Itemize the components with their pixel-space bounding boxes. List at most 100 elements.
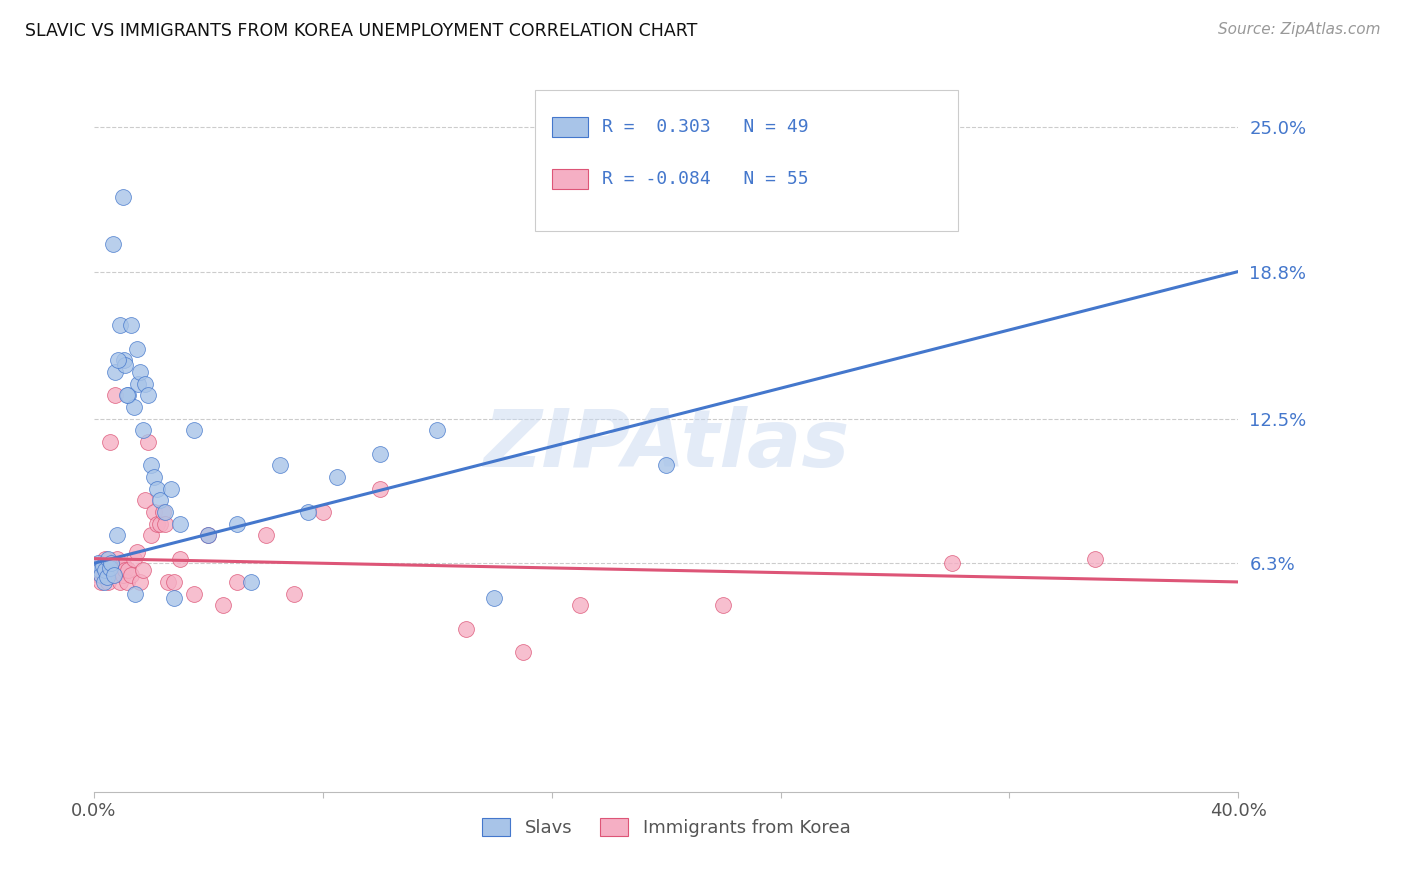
- Point: [112, 558, 135, 573]
- Point: [114, 563, 136, 577]
- Point: [98, 558, 121, 573]
- Text: R =  0.303   N = 49: R = 0.303 N = 49: [602, 118, 808, 136]
- Point: [101, 236, 124, 251]
- Point: [117, 563, 139, 577]
- Point: [111, 568, 134, 582]
- Point: [1084, 551, 1107, 566]
- Point: [131, 563, 153, 577]
- Point: [105, 551, 128, 566]
- Point: [426, 423, 449, 437]
- Point: [454, 622, 477, 636]
- Point: [127, 376, 149, 391]
- Point: [146, 516, 169, 531]
- Point: [97, 574, 120, 589]
- Point: [143, 505, 166, 519]
- Point: [134, 493, 156, 508]
- Point: [283, 586, 305, 600]
- Point: [111, 190, 134, 204]
- Point: [157, 574, 180, 589]
- Point: [100, 556, 122, 570]
- Point: [91, 558, 114, 573]
- Point: [152, 505, 174, 519]
- Point: [254, 528, 277, 542]
- Point: [163, 574, 186, 589]
- Point: [131, 423, 153, 437]
- Point: [93, 574, 115, 589]
- Point: [368, 446, 391, 460]
- FancyBboxPatch shape: [534, 90, 957, 230]
- Point: [197, 528, 219, 542]
- Point: [101, 568, 124, 582]
- Point: [90, 574, 112, 589]
- Point: [169, 516, 191, 531]
- Point: [297, 505, 319, 519]
- Point: [197, 528, 219, 542]
- Point: [114, 358, 136, 372]
- Point: [93, 568, 115, 582]
- Point: [128, 574, 150, 589]
- Point: [89, 558, 111, 573]
- Point: [269, 458, 291, 473]
- Point: [941, 556, 963, 570]
- Point: [103, 556, 125, 570]
- Point: [108, 318, 131, 333]
- Point: [104, 388, 127, 402]
- Point: [87, 568, 110, 582]
- Point: [155, 505, 177, 519]
- Point: [149, 516, 172, 531]
- Point: [90, 568, 112, 582]
- Point: [149, 493, 172, 508]
- Point: [160, 482, 183, 496]
- Point: [368, 482, 391, 496]
- Point: [115, 574, 138, 589]
- Point: [122, 551, 145, 566]
- Point: [711, 599, 734, 613]
- Point: [125, 342, 148, 356]
- Point: [98, 561, 121, 575]
- Point: [512, 645, 534, 659]
- Point: [98, 434, 121, 449]
- Point: [125, 544, 148, 558]
- Point: [312, 505, 335, 519]
- FancyBboxPatch shape: [551, 169, 588, 189]
- Point: [226, 574, 249, 589]
- Point: [134, 376, 156, 391]
- Point: [226, 516, 249, 531]
- Point: [569, 599, 592, 613]
- Legend: Slavs, Immigrants from Korea: Slavs, Immigrants from Korea: [474, 811, 858, 845]
- Point: [155, 516, 177, 531]
- Point: [105, 528, 128, 542]
- Point: [240, 574, 263, 589]
- Point: [104, 365, 127, 379]
- Text: R = -0.084   N = 55: R = -0.084 N = 55: [602, 170, 808, 188]
- Point: [112, 353, 135, 368]
- Point: [94, 563, 117, 577]
- Point: [94, 551, 117, 566]
- Point: [103, 568, 125, 582]
- Point: [128, 365, 150, 379]
- Point: [115, 388, 138, 402]
- Point: [183, 423, 205, 437]
- Point: [211, 599, 233, 613]
- Point: [110, 563, 132, 577]
- Point: [97, 551, 120, 566]
- Point: [124, 586, 146, 600]
- Point: [107, 353, 129, 368]
- Point: [122, 400, 145, 414]
- Point: [120, 568, 142, 582]
- Point: [163, 591, 186, 606]
- Text: SLAVIC VS IMMIGRANTS FROM KOREA UNEMPLOYMENT CORRELATION CHART: SLAVIC VS IMMIGRANTS FROM KOREA UNEMPLOY…: [25, 22, 697, 40]
- Point: [326, 470, 349, 484]
- Point: [117, 388, 139, 402]
- Point: [108, 574, 131, 589]
- Point: [107, 563, 129, 577]
- Point: [183, 586, 205, 600]
- Point: [136, 388, 159, 402]
- Point: [100, 563, 122, 577]
- Point: [89, 563, 111, 577]
- Text: ZIPAtlas: ZIPAtlas: [484, 406, 849, 483]
- Text: Source: ZipAtlas.com: Source: ZipAtlas.com: [1218, 22, 1381, 37]
- Point: [96, 570, 118, 584]
- Point: [120, 318, 142, 333]
- Point: [87, 556, 110, 570]
